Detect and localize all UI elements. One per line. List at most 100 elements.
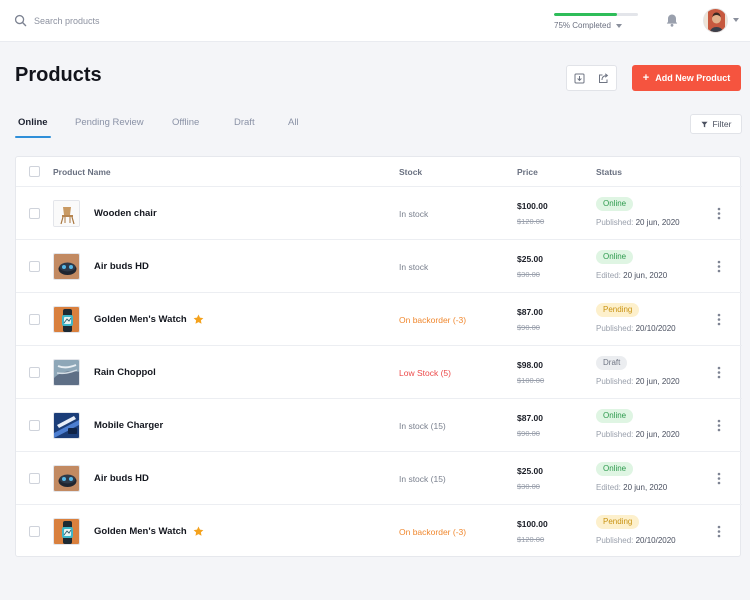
more-vertical-icon[interactable] <box>717 207 721 220</box>
avatar[interactable] <box>703 8 728 33</box>
page-title: Products <box>15 64 102 86</box>
status-badge: Online <box>596 409 634 423</box>
product-name[interactable]: Air buds HD <box>94 261 149 272</box>
progress-track <box>554 13 638 16</box>
product-thumbnail <box>53 200 80 227</box>
product-thumbnail <box>53 359 80 386</box>
old-price: $90.00 <box>517 323 540 332</box>
row-checkbox[interactable] <box>29 526 40 537</box>
old-price: $120.00 <box>517 535 545 544</box>
product-thumbnail <box>53 518 80 545</box>
more-vertical-icon[interactable] <box>717 472 721 485</box>
tab-online[interactable]: Online <box>18 113 48 137</box>
add-new-product-label: Add New Product <box>655 73 731 83</box>
date-prefix: Published: <box>596 377 634 386</box>
date-value: 20 jun, 2020 <box>623 483 668 492</box>
tab-draft[interactable]: Draft <box>234 113 255 137</box>
price: $87.00 <box>517 307 543 317</box>
stock-status: On backorder (-3) <box>399 315 467 325</box>
product-thumbnail <box>53 306 80 333</box>
import-button[interactable] <box>566 65 592 91</box>
product-name[interactable]: Rain Choppol <box>94 367 156 378</box>
row-checkbox[interactable] <box>29 367 40 378</box>
product-name-text: Rain Choppol <box>94 367 156 378</box>
column-header-status[interactable]: Status <box>596 167 622 177</box>
date-prefix: Published: <box>596 218 634 227</box>
search-input[interactable] <box>34 13 234 29</box>
bell-icon[interactable] <box>665 13 679 28</box>
product-name[interactable]: Wooden chair <box>94 208 157 219</box>
product-name[interactable]: Mobile Charger <box>94 420 163 431</box>
table-header: Product Name Stock Price Status <box>16 157 742 187</box>
import-icon <box>574 73 584 83</box>
progress-label: 75% Completed <box>554 21 611 30</box>
plus-icon: + <box>642 72 650 84</box>
stock-status: In stock (15) <box>399 474 446 484</box>
filter-button[interactable]: Filter <box>690 114 742 134</box>
product-thumbnail <box>53 253 80 280</box>
column-header-stock[interactable]: Stock <box>399 167 423 177</box>
avatar-chevron-down-icon[interactable] <box>733 18 739 22</box>
row-checkbox[interactable] <box>29 420 40 431</box>
column-header-price[interactable]: Price <box>517 167 538 177</box>
old-price: $100.00 <box>517 376 545 385</box>
stock-status: On backorder (-3) <box>399 527 467 537</box>
product-name[interactable]: Air buds HD <box>94 473 149 484</box>
product-name[interactable]: Golden Men's Watch <box>94 526 204 537</box>
status-date: Published: 20 jun, 2020 <box>596 430 680 439</box>
column-header-product-name[interactable]: Product Name <box>53 167 111 177</box>
export-button[interactable] <box>591 65 617 91</box>
row-checkbox[interactable] <box>29 208 40 219</box>
price: $100.00 <box>517 519 548 529</box>
row-checkbox[interactable] <box>29 473 40 484</box>
filter-label: Filter <box>712 119 732 129</box>
date-prefix: Edited: <box>596 271 621 280</box>
tab-offline[interactable]: Offline <box>172 113 199 137</box>
star-icon <box>193 526 204 536</box>
tab-label: Online <box>18 117 48 128</box>
status-badge: Online <box>596 250 634 264</box>
more-vertical-icon[interactable] <box>717 366 721 379</box>
table-row[interactable]: Air buds HD In stock (15) $25.00 $30.00 Onli… <box>16 452 742 505</box>
tab-all[interactable]: All <box>288 113 299 137</box>
table-row[interactable]: Golden Men's Watch On backorder (-3) $87.0… <box>16 293 742 346</box>
date-prefix: Published: <box>596 430 634 439</box>
more-vertical-icon[interactable] <box>717 525 721 538</box>
product-name-text: Wooden chair <box>94 208 157 219</box>
status-date: Published: 20 jun, 2020 <box>596 218 680 227</box>
tab-pending-review[interactable]: Pending Review <box>75 113 144 137</box>
date-value: 20 jun, 2020 <box>635 377 680 386</box>
table-row[interactable]: Mobile Charger In stock (15) $87.00 $90.00 O… <box>16 399 742 452</box>
avatar-image <box>704 9 727 32</box>
table-row[interactable]: Rain Choppol Low Stock (5) $98.00 $100.00 Dr… <box>16 346 742 399</box>
table-row[interactable]: Golden Men's Watch On backorder (-3) $100.… <box>16 505 742 558</box>
row-checkbox[interactable] <box>29 261 40 272</box>
status-date: Edited: 20 jun, 2020 <box>596 483 667 492</box>
date-value: 20 jun, 2020 <box>635 430 680 439</box>
status-badge: Online <box>596 197 634 211</box>
stock-status: In stock <box>399 262 429 272</box>
filter-icon <box>700 121 708 127</box>
completion-progress[interactable]: 75% Completed <box>554 13 638 30</box>
price: $98.00 <box>517 360 543 370</box>
active-tab-underline <box>15 136 51 138</box>
progress-fill <box>554 13 617 16</box>
more-vertical-icon[interactable] <box>717 419 721 432</box>
stock-status: Low Stock (5) <box>399 368 451 378</box>
stock-status: In stock (15) <box>399 421 446 431</box>
select-all-checkbox[interactable] <box>29 166 40 177</box>
date-value: 20 jun, 2020 <box>623 271 668 280</box>
status-date: Published: 20/10/2020 <box>596 536 676 545</box>
more-vertical-icon[interactable] <box>717 313 721 326</box>
table-row[interactable]: Air buds HD In stock $25.00 $30.00 Online Edi… <box>16 240 742 293</box>
status-date: Edited: 20 jun, 2020 <box>596 271 667 280</box>
table-row[interactable]: Wooden chair In stock $100.00 $120.00 Online… <box>16 187 742 240</box>
add-new-product-button[interactable]: + Add New Product <box>632 65 741 91</box>
progress-label-row: 75% Completed <box>554 21 638 30</box>
product-name[interactable]: Golden Men's Watch <box>94 314 204 325</box>
date-prefix: Published: <box>596 324 634 333</box>
more-vertical-icon[interactable] <box>717 260 721 273</box>
row-checkbox[interactable] <box>29 314 40 325</box>
product-name-text: Golden Men's Watch <box>94 314 187 325</box>
price: $87.00 <box>517 413 543 423</box>
